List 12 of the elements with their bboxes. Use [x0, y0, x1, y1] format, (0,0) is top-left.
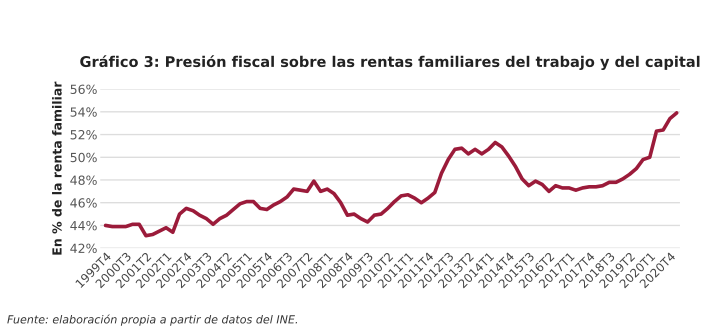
y-tick-label: 56% [70, 84, 97, 94]
y-tick-label: 50% [70, 152, 97, 162]
y-tick-label: 52% [70, 130, 97, 140]
chart-title: Gráfico 3: Presión fiscal sobre las rentas familiares del trabajo y del capital [80, 55, 700, 70]
y-tick-label: 42% [70, 244, 97, 254]
y-axis-title: En % de la renta familiar [52, 82, 62, 255]
y-tick-label: 46% [70, 198, 97, 208]
y-tick-label: 54% [70, 107, 97, 117]
source-note: Fuente: elaboración propia a partir de datos del INE. [7, 314, 298, 326]
y-tick-label: 48% [70, 175, 97, 185]
line-series [104, 111, 678, 238]
y-tick-label: 44% [70, 220, 97, 230]
